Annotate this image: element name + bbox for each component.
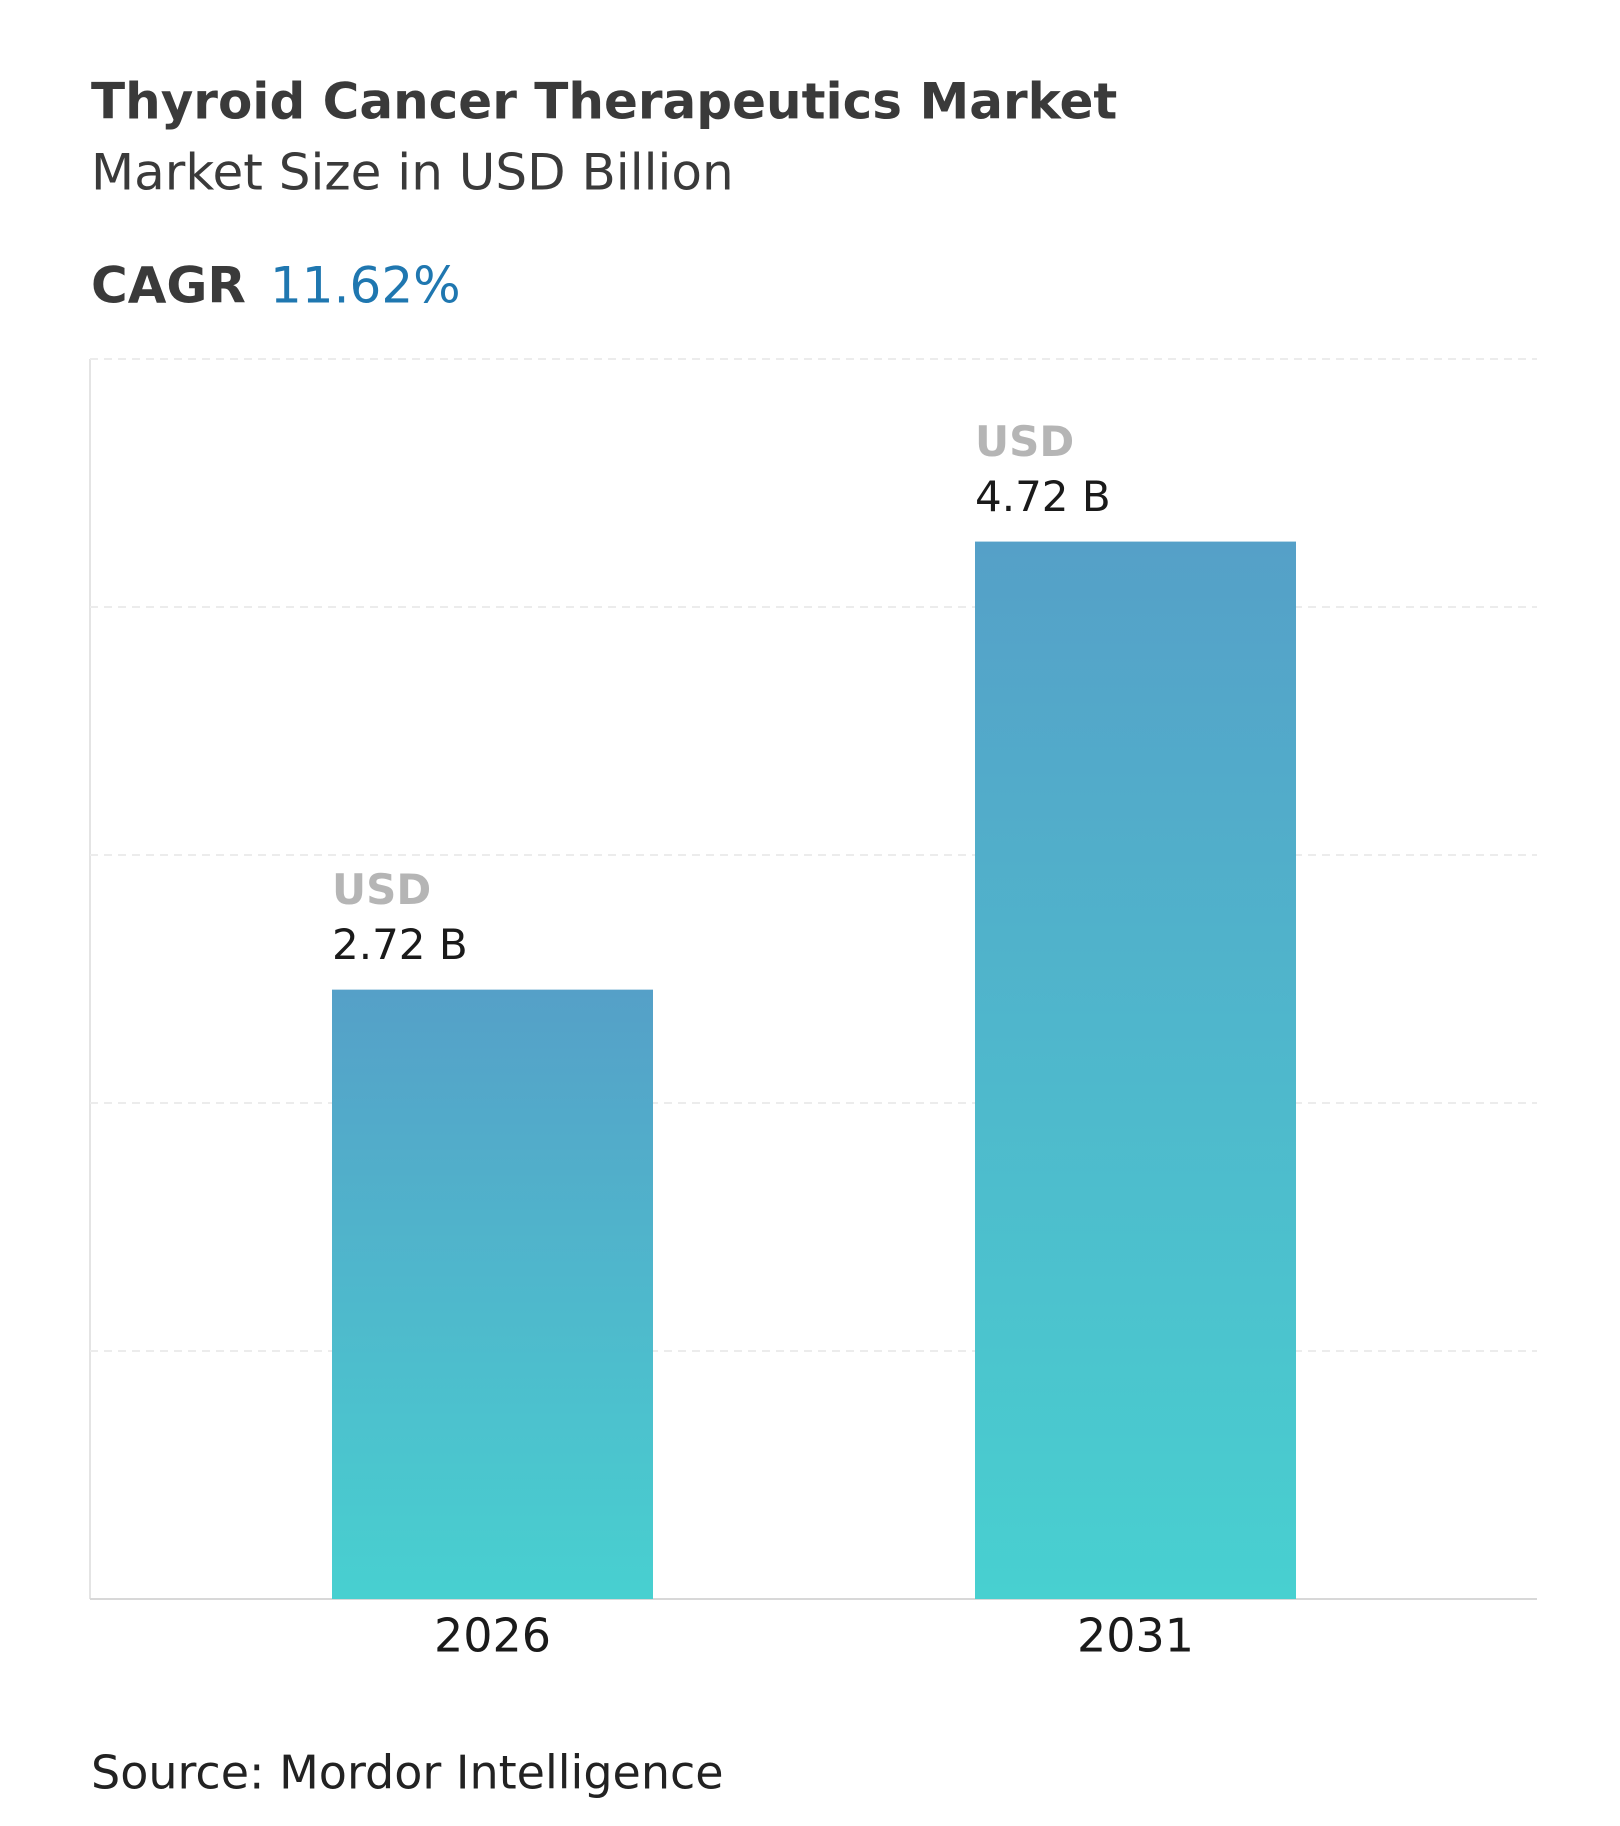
bar: [975, 541, 1296, 1600]
x-tick-label: 2031: [1077, 1609, 1194, 1663]
chart-subtitle: Market Size in USD Billion: [91, 144, 734, 202]
chart-title: Thyroid Cancer Therapeutics Market: [91, 73, 1117, 131]
bar: [332, 989, 653, 1599]
value-unit: USD: [975, 417, 1074, 466]
x-tick-label: 2026: [434, 1609, 551, 1663]
cagr-label: CAGR: [91, 257, 246, 315]
value-label: 4.72 B: [975, 472, 1111, 521]
source: Source: Mordor Intelligence: [91, 1746, 724, 1800]
cagr-value: 11.62%: [270, 257, 461, 315]
value-label: 2.72 B: [332, 920, 468, 969]
value-unit: USD: [332, 865, 431, 914]
